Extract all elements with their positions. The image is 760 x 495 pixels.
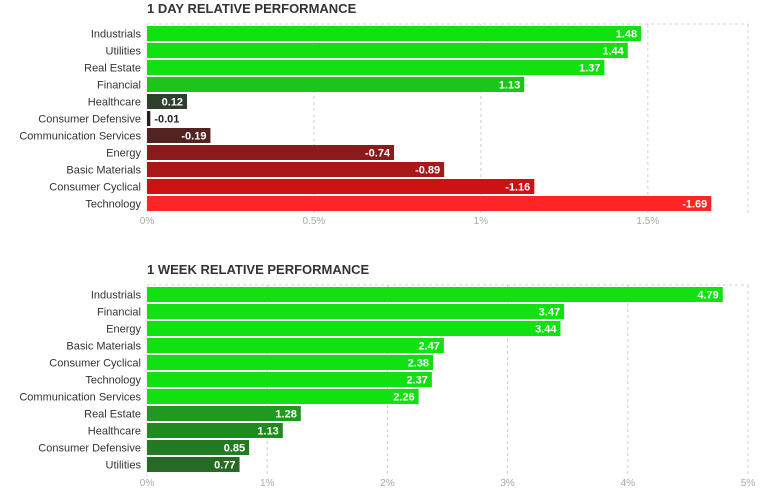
week-value-label: 0.85: [224, 443, 245, 455]
day-performance-chart: 0% 0.5% 1% 1.5% Industrials 1.48 Utilities 1.44…: [19, 23, 749, 227]
day-bar-industrials: [147, 26, 642, 41]
day-tick-label: 0%: [140, 216, 155, 227]
day-bar-real-estate: [147, 60, 605, 75]
week-tick-label: 1%: [260, 478, 275, 489]
day-value-label: 1.13: [499, 80, 520, 92]
day-category-label: Basic Materials: [66, 165, 141, 177]
day-category-label: Financial: [97, 80, 141, 92]
week-category-label: Real Estate: [84, 409, 141, 421]
week-bar-communication-services: [147, 389, 419, 404]
week-value-label: 3.47: [539, 307, 560, 319]
day-bar-basic-materials: [147, 162, 445, 177]
day-value-label: 1.37: [579, 63, 600, 75]
week-category-label: Utilities: [106, 460, 142, 472]
week-bar-healthcare: [147, 423, 283, 438]
day-bar-healthcare: [147, 94, 188, 109]
day-category-label: Utilities: [106, 46, 142, 58]
week-value-label: 2.47: [418, 341, 439, 353]
day-tick-label: 0.5%: [303, 216, 326, 227]
day-value-label: -0.89: [415, 165, 440, 177]
day-bar-utilities: [147, 43, 628, 58]
day-tick-label: 1.5%: [636, 216, 659, 227]
day-value-label: 1.44: [602, 46, 624, 58]
week-category-label: Energy: [106, 324, 141, 336]
day-value-label: -0.74: [365, 148, 391, 160]
week-tick-label: 5%: [741, 478, 756, 489]
day-bar-financial: [147, 77, 525, 92]
day-bar-consumer-cyclical: [147, 179, 535, 194]
week-tick-label: 2%: [380, 478, 395, 489]
day-category-label: Communication Services: [19, 131, 141, 143]
week-value-label: 0.77: [214, 460, 235, 472]
week-bar-technology: [147, 372, 432, 387]
day-bar-communication-services: [147, 128, 211, 143]
week-value-label: 4.79: [697, 290, 718, 302]
week-bar-financial: [147, 304, 565, 319]
week-tick-label: 3%: [500, 478, 515, 489]
day-bar-consumer-defensive: [147, 111, 151, 126]
week-category-label: Financial: [97, 307, 141, 319]
day-value-label: 0.12: [162, 97, 183, 109]
week-bar-real-estate: [147, 406, 301, 421]
week-category-label: Industrials: [91, 290, 142, 302]
week-category-label: Consumer Defensive: [38, 443, 141, 455]
week-bar-consumer-defensive: [147, 440, 250, 455]
week-category-label: Healthcare: [88, 426, 141, 438]
day-value-label: -0.19: [181, 131, 206, 143]
day-category-label: Industrials: [91, 29, 142, 41]
week-bar-utilities: [147, 457, 240, 472]
week-chart-title: 1 WEEK RELATIVE PERFORMANCE: [147, 262, 370, 277]
week-tick-label: 4%: [621, 478, 636, 489]
day-tick-label: 1%: [474, 216, 489, 227]
day-bar-technology: [147, 196, 712, 211]
week-category-label: Consumer Cyclical: [49, 358, 141, 370]
week-value-label: 1.13: [257, 426, 278, 438]
week-value-label: 1.28: [275, 409, 296, 421]
day-category-label: Energy: [106, 148, 141, 160]
day-value-label: 1.48: [616, 29, 637, 41]
week-bar-consumer-cyclical: [147, 355, 434, 370]
week-category-label: Basic Materials: [66, 341, 141, 353]
week-tick-label: 0%: [140, 478, 155, 489]
day-category-label: Real Estate: [84, 63, 141, 75]
week-value-label: 2.38: [408, 358, 429, 370]
day-value-label: -0.01: [154, 114, 179, 126]
day-bar-energy: [147, 145, 395, 160]
day-value-label: -1.69: [682, 199, 707, 211]
week-bar-industrials: [147, 287, 723, 302]
week-bar-basic-materials: [147, 338, 444, 353]
week-category-label: Communication Services: [19, 392, 141, 404]
week-value-label: 3.44: [535, 324, 557, 336]
week-value-label: 2.26: [393, 392, 414, 404]
day-chart-title: 1 DAY RELATIVE PERFORMANCE: [147, 1, 357, 16]
week-bar-energy: [147, 321, 561, 336]
day-category-label: Technology: [85, 199, 141, 211]
week-category-label: Technology: [85, 375, 141, 387]
week-value-label: 2.37: [406, 375, 427, 387]
day-value-label: -1.16: [505, 182, 530, 194]
day-category-label: Consumer Defensive: [38, 114, 141, 126]
day-category-label: Healthcare: [88, 97, 141, 109]
day-category-label: Consumer Cyclical: [49, 182, 141, 194]
